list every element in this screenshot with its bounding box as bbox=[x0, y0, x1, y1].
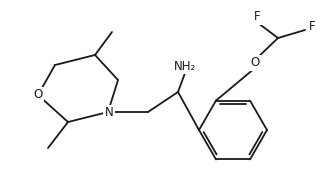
Text: NH₂: NH₂ bbox=[174, 60, 196, 73]
Text: N: N bbox=[105, 107, 113, 119]
Text: F: F bbox=[254, 11, 260, 23]
Text: O: O bbox=[251, 56, 260, 70]
Text: F: F bbox=[309, 20, 315, 32]
Text: O: O bbox=[33, 89, 43, 102]
